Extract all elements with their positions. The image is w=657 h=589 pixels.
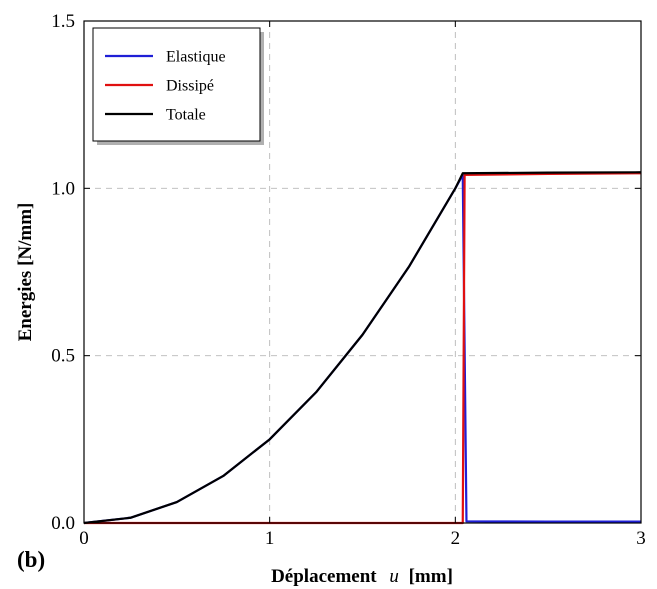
x-axis-label-var: u	[389, 566, 399, 587]
legend: Elastique Dissipé Totale	[92, 27, 264, 145]
x-axis-label-main: Déplacement	[271, 566, 377, 587]
x-tick-label: 2	[451, 528, 461, 549]
x-axis-label-unit: [mm]	[409, 566, 453, 587]
series-line-dissipé	[84, 172, 642, 525]
tick-labels: 0 1 2 3 0.0 0.5 1.0 1.5	[51, 11, 646, 549]
legend-label: Dissipé	[166, 78, 214, 95]
x-tick-label: 0	[79, 528, 89, 549]
y-tick-label: 1.5	[51, 11, 75, 32]
x-tick-label: 3	[636, 528, 646, 549]
series-layer	[83, 171, 642, 525]
plot-frame	[83, 20, 642, 524]
tick-marks	[83, 20, 642, 524]
x-tick-label: 1	[265, 528, 275, 549]
x-axis-label: Déplacement u [mm]	[271, 566, 453, 587]
legend-label: Totale	[166, 107, 206, 124]
legend-label: Elastique	[166, 49, 226, 66]
series-line-totale	[83, 171, 642, 525]
panel-label: (b)	[17, 547, 45, 572]
y-axis-label: Energies [N/mm]	[15, 203, 36, 342]
y-tick-label: 1.0	[51, 178, 75, 199]
y-tick-label: 0.5	[51, 346, 75, 367]
y-tick-label: 0.0	[51, 513, 75, 534]
series-line-elastique	[83, 173, 641, 525]
